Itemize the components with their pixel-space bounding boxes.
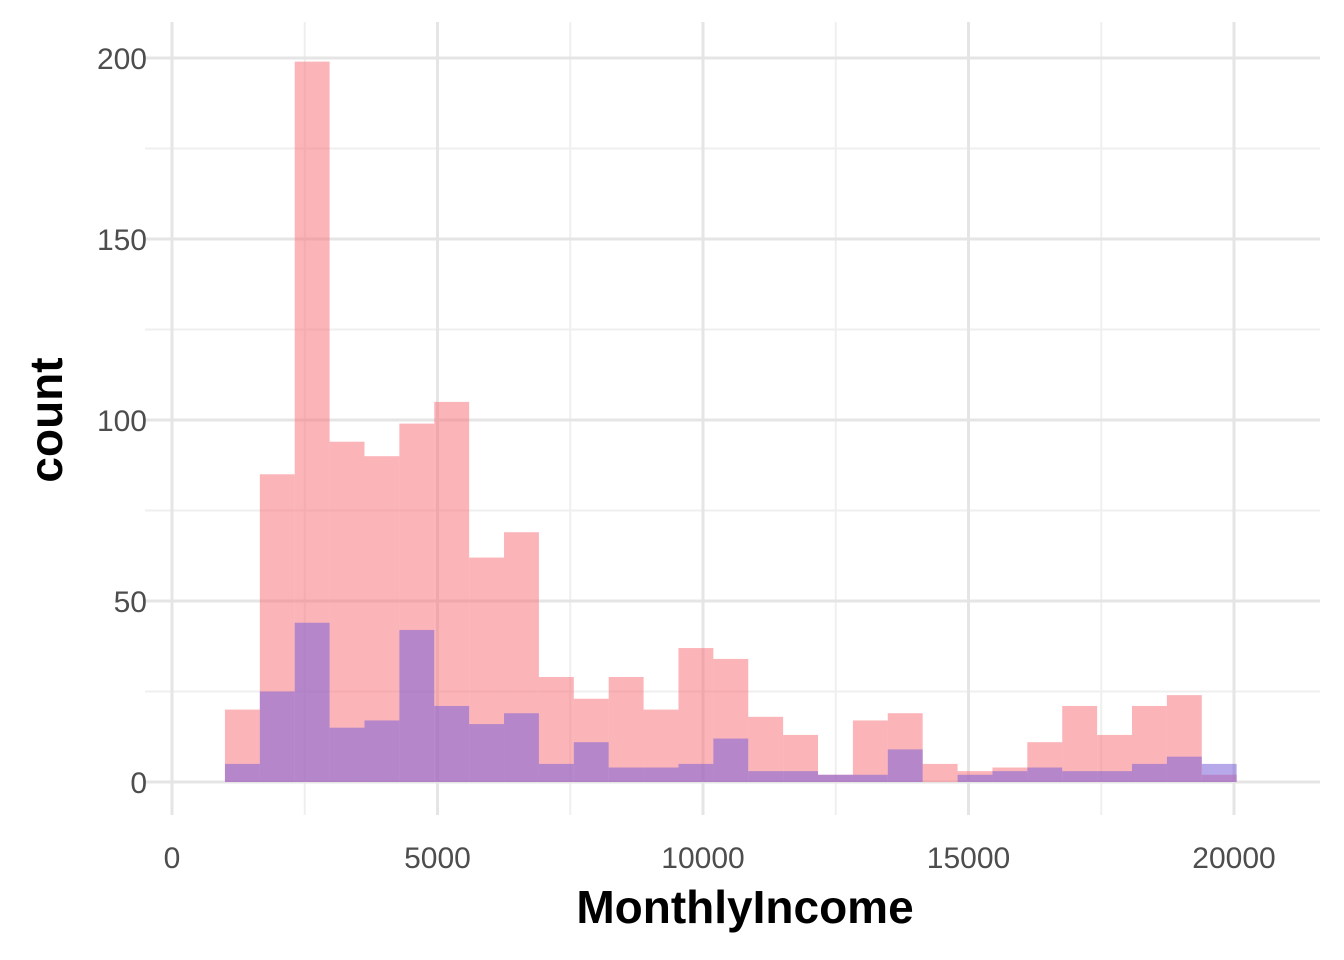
- histogram-bar-series-2: [364, 720, 400, 782]
- y-tick-label: 0: [130, 767, 147, 800]
- histogram-bar-series-2: [783, 771, 819, 782]
- histogram-bar-series-2: [504, 713, 539, 782]
- x-tick-label: 5000: [404, 842, 471, 875]
- histogram-bar-series-2: [294, 622, 330, 782]
- histogram-bar-series-2: [957, 774, 993, 782]
- x-tick-label: 20000: [1192, 842, 1275, 875]
- y-axis-title: count: [20, 357, 72, 482]
- histogram-bar-series-2: [992, 771, 1028, 782]
- histogram-bar-series-2: [399, 629, 435, 782]
- y-tick-label: 100: [97, 405, 147, 438]
- histogram-bar-series-2: [1166, 756, 1202, 782]
- histogram-bar-series-2: [1062, 771, 1098, 782]
- histogram-bar-series-2: [469, 724, 505, 782]
- tick-labels: 0 5000 10000 15000 20000 0 50 100 150 200: [97, 43, 1276, 875]
- histogram-bar-series-2: [434, 705, 470, 782]
- histogram-bar-series-1: [608, 677, 644, 782]
- histogram-bar-series-2: [643, 767, 679, 782]
- histogram-bar-series-2: [852, 774, 888, 782]
- histogram-bar-series-2: [713, 738, 749, 782]
- y-tick-label: 150: [97, 224, 147, 257]
- x-tick-label: 0: [164, 842, 181, 875]
- histogram-bar-series-2: [1097, 771, 1132, 782]
- histogram-bar-series-1: [329, 441, 365, 782]
- histogram-bar-series-2: [818, 774, 853, 782]
- histogram-bar-series-2: [748, 771, 784, 782]
- histogram-bar-series-2: [887, 749, 923, 782]
- x-tick-label: 10000: [661, 842, 744, 875]
- histogram-bar-series-2: [329, 727, 365, 782]
- histogram-bar-series-2: [1131, 763, 1167, 782]
- histogram-bar-series-2: [678, 763, 714, 782]
- histogram-bar-series-1: [922, 763, 958, 782]
- histogram-bar-series-1: [678, 648, 714, 782]
- histogram-bar-series-2: [259, 691, 295, 782]
- histogram-bar-series-2: [1027, 767, 1063, 782]
- histogram-bar-series-1: [852, 720, 888, 782]
- y-tick-label: 50: [114, 586, 147, 619]
- x-tick-label: 15000: [927, 842, 1010, 875]
- histogram-bar-series-2: [224, 763, 260, 782]
- histogram-bar-series-2: [538, 763, 574, 782]
- bars-layer: [224, 61, 1237, 783]
- y-tick-label: 200: [97, 43, 147, 76]
- histogram-bar-series-2: [1201, 763, 1237, 782]
- histogram-bar-series-1: [1062, 705, 1098, 782]
- histogram-bar-series-2: [573, 742, 609, 782]
- histogram-bar-series-2: [608, 767, 644, 782]
- x-axis-title: MonthlyIncome: [576, 881, 913, 933]
